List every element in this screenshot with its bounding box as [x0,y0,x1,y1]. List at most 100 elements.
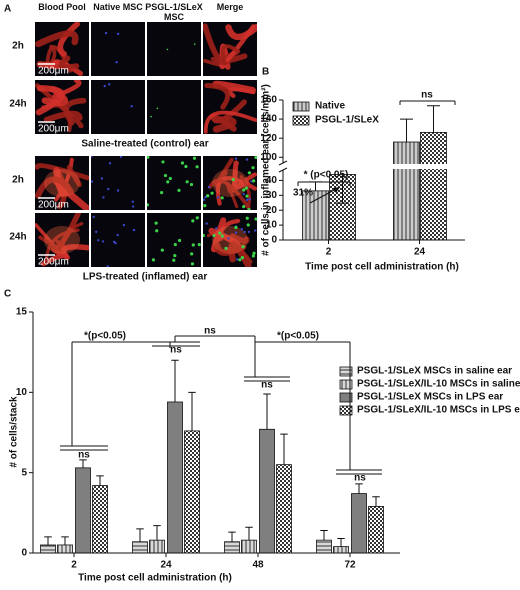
cell-dot [147,156,150,159]
error-bar [263,393,271,430]
panel-label: B [262,67,269,78]
cell-dot [246,223,250,227]
cell-dot [203,198,206,201]
cell-dot [163,173,168,178]
arrow [309,187,339,204]
x-tick-label: 24 [160,560,172,571]
vessel [214,157,234,188]
cell-dot [224,246,228,251]
cell-dot [218,231,222,235]
cell-dot [240,256,245,260]
cell-dot [185,180,189,184]
bar [368,506,384,554]
axis-break [279,164,469,169]
legend-swatch [339,366,353,377]
cell-dot [207,185,211,189]
cell-dot [243,230,246,234]
cell-dot [147,203,149,207]
annotation: ns [354,473,366,484]
scale-bar-label: 200μm [38,124,69,135]
vessel [208,178,251,210]
cell-dot [108,83,111,86]
micrograph [147,213,201,267]
cell-dot [210,191,214,195]
vessel [66,165,82,187]
glow [44,226,80,254]
scale-bar-label: 200μm [38,200,69,211]
y-tick-label: 10 [16,387,28,398]
micrograph-bg [91,213,145,267]
vessel [35,163,89,181]
vessel [204,83,231,110]
legend-label: PSGL-1/SLeX MSCs in LPS ear [357,392,503,403]
row-label: 2h [12,175,24,186]
micrograph-bg [91,80,145,134]
annotation: 31% [293,188,313,199]
cell-dot [103,84,106,88]
micrograph [203,213,257,267]
error-bar [44,536,52,545]
cell-dot [191,243,195,247]
cell-dot [252,179,256,183]
cell-dot [160,190,164,195]
y-tick-label: 0 [21,548,27,559]
cell-dot [91,156,93,158]
x-tick-label: 2 [71,560,77,571]
cell-dot [203,204,207,208]
cell-dot [114,241,117,245]
cell-dot [168,176,172,181]
vessel [35,176,74,199]
vessel [210,217,227,253]
y-tick-label: 20 [266,205,278,216]
column-header: Blood Pool [38,2,86,12]
vessel [203,110,257,134]
vessel [228,241,252,267]
micrograph [91,156,145,210]
vessel [239,174,251,209]
cell-dot [197,242,201,247]
micrograph [203,22,257,76]
y-tick-label: 100 [260,152,277,163]
cell-dot [192,156,197,160]
cell-dot [160,248,164,252]
cell-dot [252,251,256,255]
y-tick-label: 160 [260,95,277,106]
cell-dot [193,43,196,45]
cell-dot [191,219,195,223]
cell-dot [131,200,134,203]
micrograph [203,80,257,134]
vessel [35,83,84,129]
bar [259,428,275,554]
legend-swatch [292,101,310,112]
cell-dot [206,194,210,198]
annotation: ns [170,345,182,356]
cell-dot [116,233,119,237]
cell-dot [172,258,176,262]
y-tick-label: 120 [260,133,277,144]
cell-dot [177,188,181,192]
vessel [57,22,80,57]
row-label: 24h [9,232,26,243]
cell-dot [195,216,199,220]
annotation: ns [204,326,216,337]
vessel [220,44,241,63]
cell-dot [108,162,112,165]
x-tick-label: 48 [252,560,264,571]
vessel [44,228,80,264]
bar [149,539,165,554]
bar [75,467,91,554]
cell-dot [251,254,255,258]
annotation: *(p<0.05) [84,331,126,342]
arrow-head [333,187,340,193]
micrograph-bg [147,80,201,134]
cell-dot [254,156,257,160]
cell-dot [131,205,135,208]
cell-dot [220,196,224,200]
vessel [35,30,79,48]
cell-dot [150,115,152,118]
cell-dot [248,198,251,201]
error-bar [280,433,288,465]
cell-dot [104,31,108,35]
vessel [35,223,62,257]
